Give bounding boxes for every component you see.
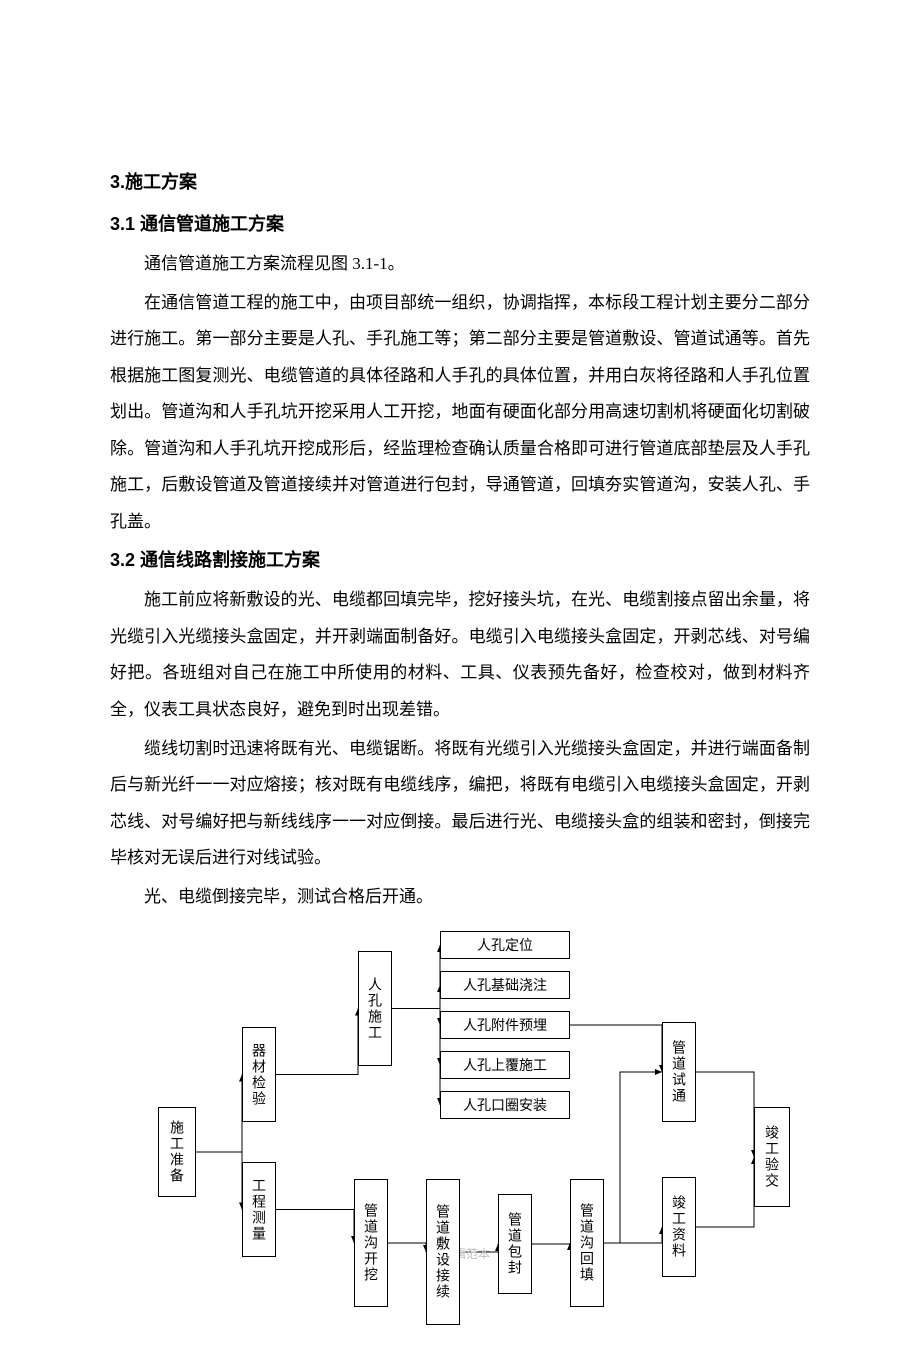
flowchart-node-backfill: 管道沟回填: [570, 1179, 604, 1307]
flowchart-edge: [392, 985, 440, 1009]
flowchart-edge: [570, 1025, 662, 1072]
flowchart-node-lay: 管道敷设接续: [426, 1179, 460, 1325]
flowchart-edge: [196, 1152, 242, 1210]
heading-1: 3.施工方案: [110, 168, 810, 194]
flowchart: 可编辑范本 施工准备器材检验工程测量人孔施工人孔定位人孔基础浇注人孔附件预埋人孔…: [140, 917, 840, 1317]
flowchart-edge: [392, 1009, 440, 1026]
flowchart-node-m1: 人孔定位: [440, 931, 570, 959]
flowchart-node-trench: 管道沟开挖: [354, 1179, 388, 1307]
flowchart-edge: [196, 1075, 242, 1153]
flowchart-edge: [604, 1072, 662, 1243]
paragraph: 通信管道施工方案流程见图 3.1-1。: [110, 246, 810, 283]
flowchart-edge: [696, 1157, 754, 1227]
heading-2-pipeline: 3.1 通信管道施工方案: [110, 210, 810, 236]
paragraph: 在通信管道工程的施工中，由项目部统一组织，协调指挥，本标段工程计划主要分二部分进…: [110, 285, 810, 541]
flowchart-edge: [392, 1009, 440, 1106]
flowchart-edge: [392, 1009, 440, 1066]
paragraph: 光、电缆倒接完毕，测试合格后开通。: [110, 879, 810, 916]
flowchart-edge: [392, 945, 440, 1009]
flowchart-node-docs: 竣工资料: [662, 1177, 696, 1277]
flowchart-node-manhole: 人孔施工: [358, 951, 392, 1066]
flowchart-node-m4: 人孔上覆施工: [440, 1051, 570, 1079]
flowchart-edge: [276, 1009, 358, 1075]
flowchart-node-insp: 器材检验: [242, 1027, 276, 1122]
flowchart-node-m2: 人孔基础浇注: [440, 971, 570, 999]
flowchart-node-seal: 管道包封: [498, 1194, 532, 1294]
flowchart-node-m3: 人孔附件预埋: [440, 1011, 570, 1039]
flowchart-node-accept: 竣工验交: [754, 1107, 790, 1207]
flowchart-edge: [388, 1243, 426, 1252]
heading-2-splicing: 3.2 通信线路割接施工方案: [110, 546, 810, 572]
flowchart-edge: [532, 1243, 570, 1244]
flowchart-node-survey: 工程测量: [242, 1162, 276, 1257]
flowchart-edge: [276, 1210, 354, 1244]
flowchart-node-prep: 施工准备: [158, 1107, 196, 1197]
flowchart-edge: [604, 1227, 662, 1243]
paragraph: 缆线切割时迅速将既有光、电缆锯断。将既有光缆引入光缆接头盒固定，并进行端面备制后…: [110, 731, 810, 877]
flowchart-edge: [696, 1072, 754, 1157]
flowchart-node-test: 管道试通: [662, 1022, 696, 1122]
flowchart-node-m5: 人孔口圈安装: [440, 1091, 570, 1119]
paragraph: 施工前应将新敷设的光、电缆都回填完毕，挖好接头坑，在光、电缆割接点留出余量，将光…: [110, 582, 810, 728]
